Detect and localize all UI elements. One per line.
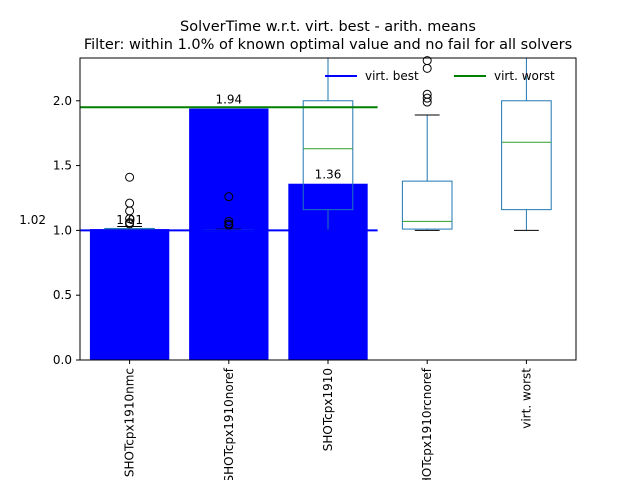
bar-label-0: 1.01 bbox=[116, 213, 143, 227]
legend-label-0: virt. best bbox=[365, 69, 419, 83]
outlier-3-4 bbox=[422, 56, 432, 66]
outlier-1-0 bbox=[224, 192, 234, 202]
bar-label-2: 1.36 bbox=[315, 168, 342, 182]
x-tick-label-2: SHOTcpx1910 bbox=[321, 368, 335, 451]
x-tick-label-1: SHOTcpx1910noref bbox=[222, 367, 236, 480]
outlier-1-3 bbox=[224, 220, 234, 230]
chart-title: SolverTime w.r.t. virt. best - arith. me… bbox=[180, 19, 476, 35]
y-tick-label-3: 1.5 bbox=[53, 159, 72, 173]
outlier-3-3 bbox=[422, 63, 432, 73]
y-tick-label-0: 0.0 bbox=[53, 353, 72, 367]
outlier-3-1 bbox=[422, 93, 432, 103]
bar-0 bbox=[89, 229, 170, 360]
outlier-0-3 bbox=[125, 214, 135, 224]
bar-label-1: 1.94 bbox=[215, 93, 242, 107]
legend-label-1: virt. worst bbox=[494, 69, 555, 83]
side-annotation: 1.02 bbox=[19, 213, 46, 227]
x-tick-label-4: virt. worst bbox=[519, 368, 533, 429]
bar-1 bbox=[189, 108, 269, 361]
y-tick-label-1: 0.5 bbox=[53, 288, 72, 302]
outlier-0-5 bbox=[125, 219, 135, 229]
box-4 bbox=[501, 100, 552, 211]
y-tick-label-4: 2.0 bbox=[53, 94, 72, 108]
legend: virt. best virt. worst bbox=[325, 69, 555, 83]
box-3 bbox=[401, 180, 453, 230]
y-tick-label-2: 1.0 bbox=[53, 223, 72, 237]
box-2 bbox=[302, 100, 354, 211]
outlier-3-2 bbox=[422, 97, 432, 107]
x-tick-label-0: SHOTcpx1910nmc bbox=[123, 368, 137, 477]
chart-subtitle: Filter: within 1.0% of known optimal val… bbox=[84, 37, 572, 53]
outlier-0-1 bbox=[125, 198, 135, 208]
x-tick-label-3: SHOTcpx1910rcnoref bbox=[420, 367, 434, 480]
outlier-1-1 bbox=[224, 216, 234, 226]
outlier-0-0 bbox=[125, 172, 135, 182]
